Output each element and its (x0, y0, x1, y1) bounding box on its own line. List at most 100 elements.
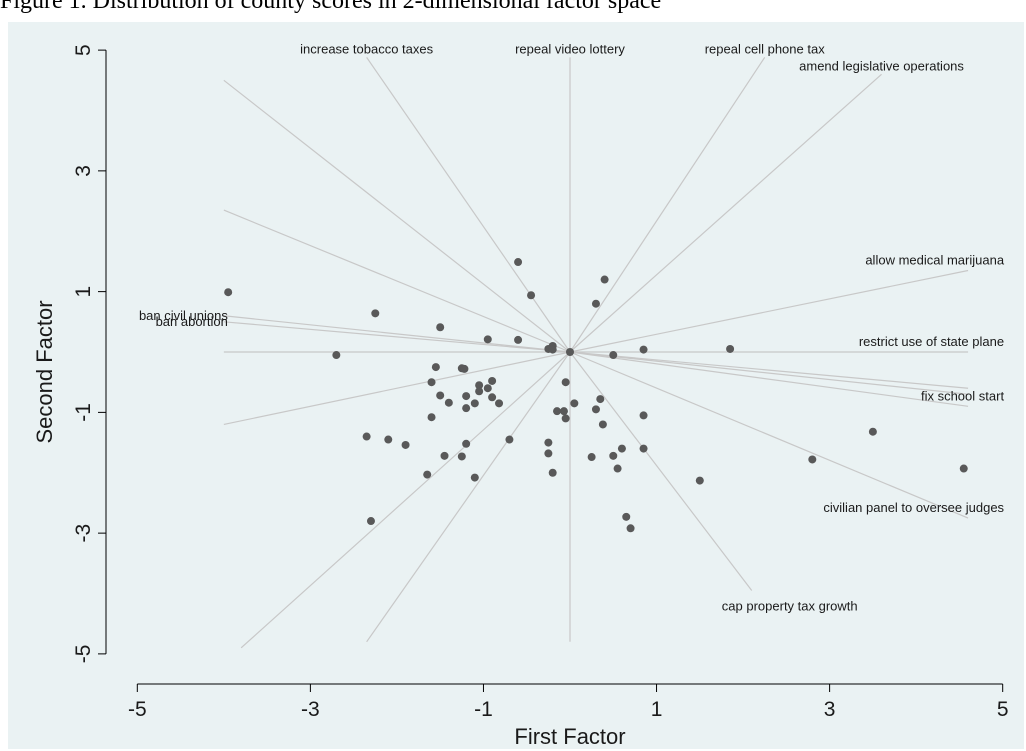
vector-line (569, 73, 882, 353)
vector-label: cap property tax growth (722, 598, 858, 613)
data-point (639, 411, 648, 420)
data-point (460, 364, 469, 373)
y-ticks: -5 -3 -1 1 3 5 (72, 44, 106, 663)
data-point (488, 393, 497, 402)
data-point (559, 407, 568, 416)
data-point (566, 348, 574, 356)
vector-label: allow medical marijuana (865, 252, 1004, 267)
y-tick-label: -3 (72, 524, 95, 543)
vector-line (569, 351, 969, 395)
y-axis-title: Second Factor (32, 300, 57, 443)
vector-line (223, 351, 571, 426)
county-points (224, 258, 968, 533)
x-tick-label: -5 (128, 698, 147, 721)
vector-label: repeal cell phone tax (705, 41, 825, 56)
y-tick-label: 3 (72, 165, 95, 177)
data-point (617, 444, 626, 453)
data-point (600, 275, 609, 284)
data-point (444, 398, 453, 407)
vector-labels: increase tobacco taxes repeal video lotte… (139, 41, 1005, 613)
data-point (224, 288, 233, 297)
vector-line (366, 57, 571, 353)
data-point (598, 420, 607, 429)
data-point (495, 399, 504, 408)
data-point (591, 405, 600, 414)
data-point (457, 452, 466, 461)
data-point (548, 345, 557, 354)
vector-line (569, 351, 969, 389)
data-point (596, 395, 605, 404)
data-point (401, 440, 410, 449)
vector-line (366, 351, 571, 643)
data-point (808, 455, 817, 464)
data-point (544, 438, 553, 447)
chart-panel: increase tobacco taxes repeal video lotte… (8, 22, 1024, 749)
vector-label: amend legislative operations (799, 58, 964, 73)
data-point (362, 432, 371, 441)
y-tick-label: -5 (72, 645, 95, 664)
data-point (587, 453, 596, 462)
data-point (570, 399, 579, 408)
data-point (423, 470, 432, 479)
data-point (548, 468, 557, 477)
data-point (371, 309, 380, 318)
vector-label: ban abortion (156, 314, 228, 329)
x-tick-label: 1 (651, 698, 663, 721)
data-point (544, 449, 553, 458)
data-point (470, 473, 479, 482)
figure-caption: Figure 1. Distribution of county scores … (0, 0, 662, 14)
data-point (483, 384, 492, 393)
data-point (462, 404, 471, 413)
data-point (427, 378, 436, 387)
data-point (505, 435, 514, 444)
x-ticks: -5 -3 -1 1 3 5 (128, 684, 1009, 721)
data-point (561, 378, 570, 387)
data-point (514, 335, 523, 344)
data-point (622, 512, 631, 521)
data-point (431, 363, 440, 372)
data-point (726, 344, 735, 353)
data-point (639, 345, 648, 354)
data-point (366, 517, 375, 526)
data-point (462, 392, 471, 401)
vector-label: ban civil unions (139, 308, 228, 323)
data-point (868, 427, 877, 436)
vector-line (223, 79, 571, 353)
data-point (384, 435, 393, 444)
data-point (475, 381, 484, 390)
data-point (527, 291, 536, 300)
data-point (483, 335, 492, 344)
y-tick-label: 5 (72, 44, 95, 56)
data-point (332, 351, 341, 360)
axes: -5 -3 -1 1 3 5 -5 -3 -1 1 3 5 First Factor Second … (32, 44, 1009, 749)
data-point (561, 414, 570, 423)
vector-line (569, 351, 969, 519)
x-tick-label: 3 (824, 698, 836, 721)
data-point (609, 351, 618, 360)
vector-label: repeal video lottery (515, 41, 625, 56)
data-point (959, 464, 968, 473)
data-point (639, 444, 648, 453)
y-tick-label: 1 (72, 286, 95, 298)
data-point (436, 323, 445, 332)
factor-vectors (223, 57, 969, 649)
x-tick-label: 5 (997, 698, 1009, 721)
data-point (591, 299, 600, 308)
data-point (475, 387, 484, 396)
vector-line (569, 57, 766, 353)
vector-line (223, 209, 571, 353)
vector-line (240, 351, 571, 649)
data-point (514, 258, 523, 267)
data-point (613, 464, 622, 473)
data-point (626, 524, 635, 533)
vector-label: restrict use of state plane (859, 334, 1004, 349)
x-axis-title: First Factor (514, 724, 625, 749)
y-tick-label: -1 (72, 403, 95, 422)
vector-line (569, 269, 969, 353)
data-point (440, 451, 449, 460)
vector-label: fix school start (921, 388, 1004, 403)
x-tick-label: -3 (301, 698, 320, 721)
vector-label: increase tobacco taxes (300, 41, 433, 56)
data-point (462, 439, 471, 448)
x-tick-label: -1 (474, 698, 493, 721)
